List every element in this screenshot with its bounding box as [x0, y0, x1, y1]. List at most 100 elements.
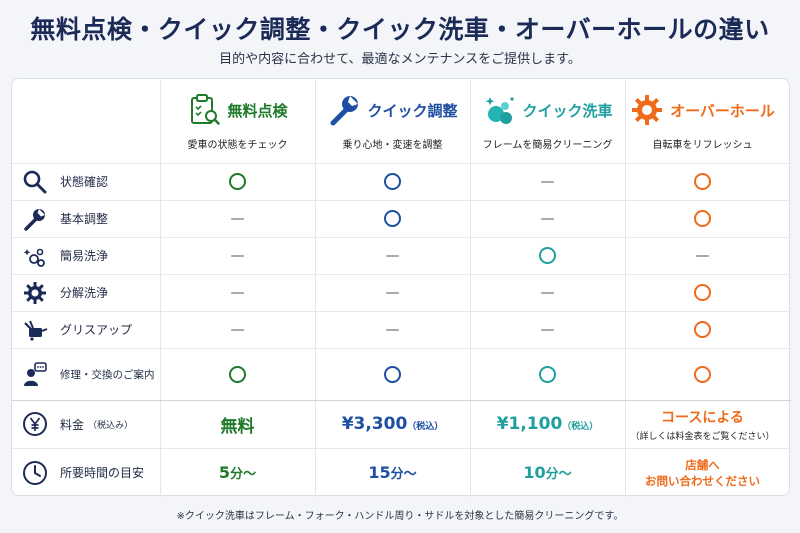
dash-mark: — [230, 284, 245, 301]
comparison-table: 無料点検 愛車の状態をチェック クイック調整 乗り心地・変速を調整 クイック洗車 [11, 78, 791, 497]
dash-mark: — [540, 173, 555, 190]
row-divider [12, 237, 791, 238]
price-cell: ¥3,300（税込） [341, 414, 444, 434]
mark-cell: — [470, 311, 625, 348]
row-divider [12, 311, 791, 312]
gear-icon [632, 95, 663, 125]
row-divider [12, 448, 791, 449]
column-divider [315, 79, 316, 497]
wrench-icon [24, 208, 45, 231]
search-icon [23, 170, 47, 193]
service-name: クイック調整 [367, 101, 458, 120]
time-cell: 5分〜 [218, 463, 257, 482]
clipboard-search-icon [191, 94, 221, 125]
service-name: オーバーホール [670, 101, 775, 120]
dash-mark: — [540, 210, 555, 227]
mark-cell: — [160, 311, 315, 348]
service-header-free-check: 無料点検 愛車の状態をチェック [160, 79, 315, 163]
service-header-overhaul: オーバーホール 自転車をリフレッシュ [625, 79, 780, 163]
dash-mark: — [385, 247, 400, 264]
footnote: ※クイック洗車はフレーム・フォーク・ハンドル周り・サドルを対象とした簡易クリーニ… [176, 511, 624, 522]
circle-mark [694, 173, 711, 190]
page-title: 無料点検・クイック調整・クイック洗車・オーバーホールの違い [30, 15, 770, 44]
mark-cell: — [315, 274, 470, 311]
service-description: 愛車の状態をチェック [187, 140, 288, 151]
circle-mark [384, 210, 401, 227]
gear-icon [24, 281, 46, 304]
mark-cell [160, 163, 315, 200]
row-divider [12, 200, 791, 201]
service-header-quick-wash: クイック洗車 フレームを簡易クリーニング [470, 79, 625, 163]
yen-icon [23, 412, 47, 436]
dash-mark: — [230, 247, 245, 264]
mark-cell [315, 163, 470, 200]
dash-mark: — [385, 284, 400, 301]
sparkle-bubbles-icon [23, 248, 45, 267]
dash-mark: — [540, 321, 555, 338]
time-cell: 10分〜 [523, 463, 572, 482]
mark-cell [625, 274, 780, 311]
column-divider [625, 79, 626, 497]
row-label-price: 料金 （税込み） [12, 400, 160, 448]
row-divider [12, 348, 791, 349]
row-label-basic-adjust: 基本調整 [12, 200, 160, 237]
mark-cell: — [315, 311, 470, 348]
row-label-time: 所要時間の目安 [12, 448, 160, 497]
mark-cell [625, 200, 780, 237]
mark-cell [315, 200, 470, 237]
circle-mark [694, 284, 711, 301]
mark-cell [625, 311, 780, 348]
price-cell: ¥1,100（税込） [496, 414, 599, 434]
service-description: フレームを簡易クリーニング [482, 140, 613, 151]
dash-mark: — [695, 247, 710, 264]
circle-mark [384, 365, 401, 383]
service-description: 自転車をリフレッシュ [652, 140, 753, 151]
mark-cell: — [625, 237, 780, 274]
price-cell: 無料 [220, 416, 255, 437]
time-cell: 15分〜 [368, 463, 417, 482]
mark-cell: — [470, 200, 625, 237]
row-divider [12, 163, 791, 164]
circle-mark [539, 247, 556, 264]
row-label-simple-wash: 簡易洗浄 [12, 237, 160, 274]
mark-cell: — [160, 237, 315, 274]
row-label-status-check: 状態確認 [12, 163, 160, 200]
bubbles-icon [486, 97, 515, 124]
mark-cell [470, 348, 625, 400]
column-divider [160, 79, 161, 497]
circle-mark [229, 173, 246, 190]
mark-cell [625, 348, 780, 400]
grease-gun-icon [24, 320, 48, 341]
circle-mark [384, 173, 401, 190]
mark-cell: — [470, 163, 625, 200]
dash-mark: — [385, 321, 400, 338]
service-description: 乗り心地・変速を調整 [342, 140, 443, 151]
mark-cell: — [470, 274, 625, 311]
circle-mark [694, 365, 711, 383]
price-cell: コースによる （詳しくは料金表をご覧ください） [630, 409, 775, 442]
mark-cell [160, 348, 315, 400]
mark-cell [625, 163, 780, 200]
circle-mark [539, 365, 556, 383]
page-subtitle: 目的や内容に合わせて、最適なメンテナンスをご提供します。 [219, 52, 581, 67]
row-label-repair-guide: 修理・交換のご案内 [12, 348, 160, 400]
dash-mark: — [540, 284, 555, 301]
circle-mark [229, 365, 246, 383]
service-name: クイック洗車 [522, 101, 613, 120]
circle-mark [694, 210, 711, 227]
row-label-grease-up: グリスアップ [12, 311, 160, 348]
column-divider [470, 79, 471, 497]
dash-mark: — [230, 321, 245, 338]
mark-cell [470, 237, 625, 274]
time-cell: 店舗へ お問い合わせください [645, 457, 760, 488]
service-name: 無料点検 [227, 101, 288, 120]
person-chat-icon [24, 362, 47, 386]
circle-mark [694, 321, 711, 338]
mark-cell: — [160, 200, 315, 237]
dash-mark: — [230, 210, 245, 227]
row-divider [12, 400, 791, 401]
mark-cell: — [315, 237, 470, 274]
row-label-disassembly-wash: 分解洗浄 [12, 274, 160, 311]
wrench-icon [330, 96, 359, 126]
mark-cell: — [160, 274, 315, 311]
